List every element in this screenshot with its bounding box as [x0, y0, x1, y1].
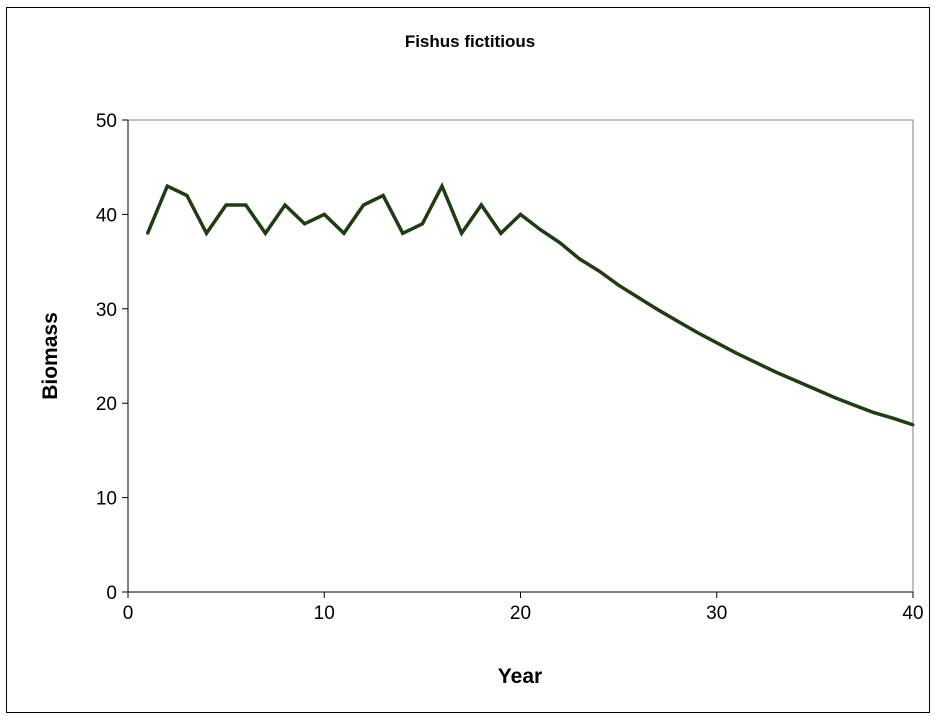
- data-point: [793, 379, 797, 382]
- x-axis-ticks: 0 10 20 30 40: [123, 592, 924, 624]
- data-point: [401, 231, 405, 235]
- y-tick-label: 30: [96, 300, 117, 321]
- data-point: [479, 203, 483, 207]
- data-point: [263, 231, 267, 235]
- data-point: [891, 416, 895, 420]
- data-point: [440, 184, 444, 188]
- data-point: [499, 231, 503, 235]
- x-tick-label: 40: [902, 603, 923, 624]
- data-point: [577, 257, 581, 261]
- data-point: [381, 194, 385, 197]
- y-axis-title: Biomass: [39, 312, 62, 400]
- data-point: [676, 319, 679, 323]
- data-point: [146, 231, 150, 235]
- data-point: [185, 194, 189, 197]
- data-point: [283, 203, 287, 207]
- data-point: [597, 269, 601, 273]
- data-point: [165, 184, 169, 188]
- x-tick-label: 0: [123, 603, 134, 624]
- plot-area: [127, 119, 914, 593]
- data-point: [734, 351, 738, 355]
- data-point: [244, 203, 248, 207]
- data-point: [538, 228, 542, 231]
- data-point: [558, 241, 562, 245]
- chart-frame: [6, 7, 930, 713]
- data-point: [636, 296, 640, 299]
- data-point: [656, 308, 660, 312]
- x-tick-label: 20: [510, 603, 531, 624]
- data-point: [695, 330, 699, 334]
- data-point: [224, 203, 228, 207]
- y-tick-label: 0: [106, 583, 117, 604]
- data-point: [852, 403, 856, 407]
- data-point: [460, 231, 464, 235]
- data-point: [322, 212, 326, 216]
- data-point: [833, 396, 836, 399]
- y-tick-label: 50: [96, 111, 117, 132]
- data-point: [205, 231, 208, 235]
- data-point: [715, 341, 719, 345]
- data-point: [754, 361, 758, 365]
- x-axis-title: Year: [498, 665, 542, 688]
- series-group: [145, 181, 915, 427]
- y-tick-label: 10: [96, 489, 117, 510]
- data-point: [362, 203, 365, 207]
- data-point: [911, 423, 915, 427]
- data-point: [303, 222, 307, 226]
- data-point: [813, 387, 817, 391]
- y-tick-label: 40: [96, 205, 117, 226]
- data-point: [617, 283, 621, 287]
- data-point: [420, 222, 424, 226]
- series-line: [145, 181, 914, 427]
- y-tick-label: 20: [96, 394, 117, 415]
- x-tick-label: 10: [314, 603, 335, 624]
- y-axis-ticks: 0 10 20 30 40 50: [96, 111, 128, 604]
- data-point: [774, 370, 778, 374]
- chart-title: Fishus fictitious: [405, 32, 535, 51]
- data-point: [872, 411, 876, 415]
- x-tick-label: 30: [706, 603, 727, 624]
- data-point: [342, 231, 346, 235]
- data-point: [519, 212, 522, 216]
